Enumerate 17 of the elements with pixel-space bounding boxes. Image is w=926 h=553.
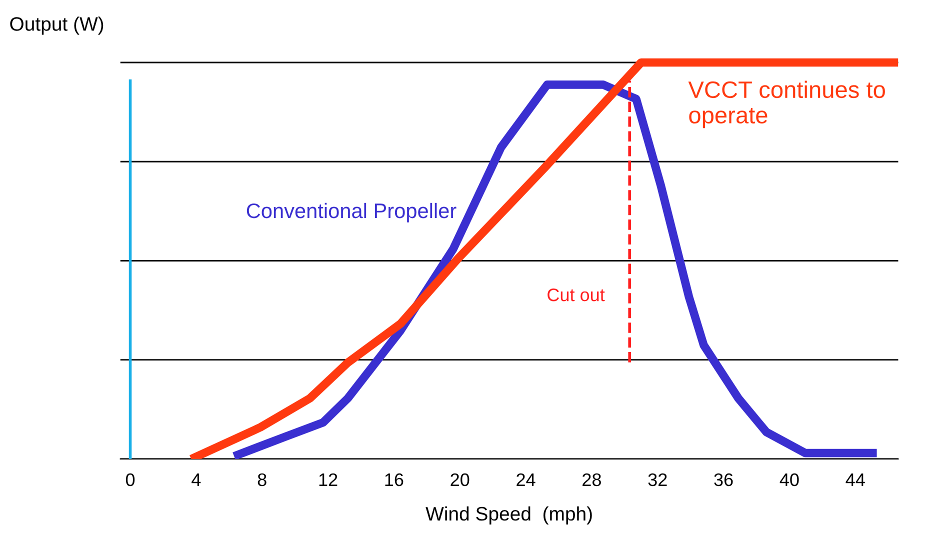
x-tick-label: 28 xyxy=(582,473,601,486)
x-tick-label: 0 xyxy=(126,473,135,486)
ref-line-label: Cut out xyxy=(548,288,605,302)
series-label: Conventional Propeller xyxy=(246,202,456,222)
annotation: VCCT continues to operate xyxy=(688,80,885,128)
x-tick-label: 36 xyxy=(714,473,733,486)
x-tick-label: 32 xyxy=(648,473,667,486)
x-tick-label: 44 xyxy=(846,474,865,486)
y-axis-title: Output (W) xyxy=(10,16,104,35)
x-axis-title: Wind Speed (mph) xyxy=(426,506,592,525)
x-tick-label: 12 xyxy=(319,473,338,486)
x-tick-label: 20 xyxy=(450,473,470,486)
x-tick-label: 8 xyxy=(258,473,266,486)
x-tick-label: 4 xyxy=(192,474,201,486)
x-tick-label: 40 xyxy=(780,473,799,486)
x-tick-label: 16 xyxy=(385,473,404,486)
x-tick-label: 24 xyxy=(516,473,536,486)
